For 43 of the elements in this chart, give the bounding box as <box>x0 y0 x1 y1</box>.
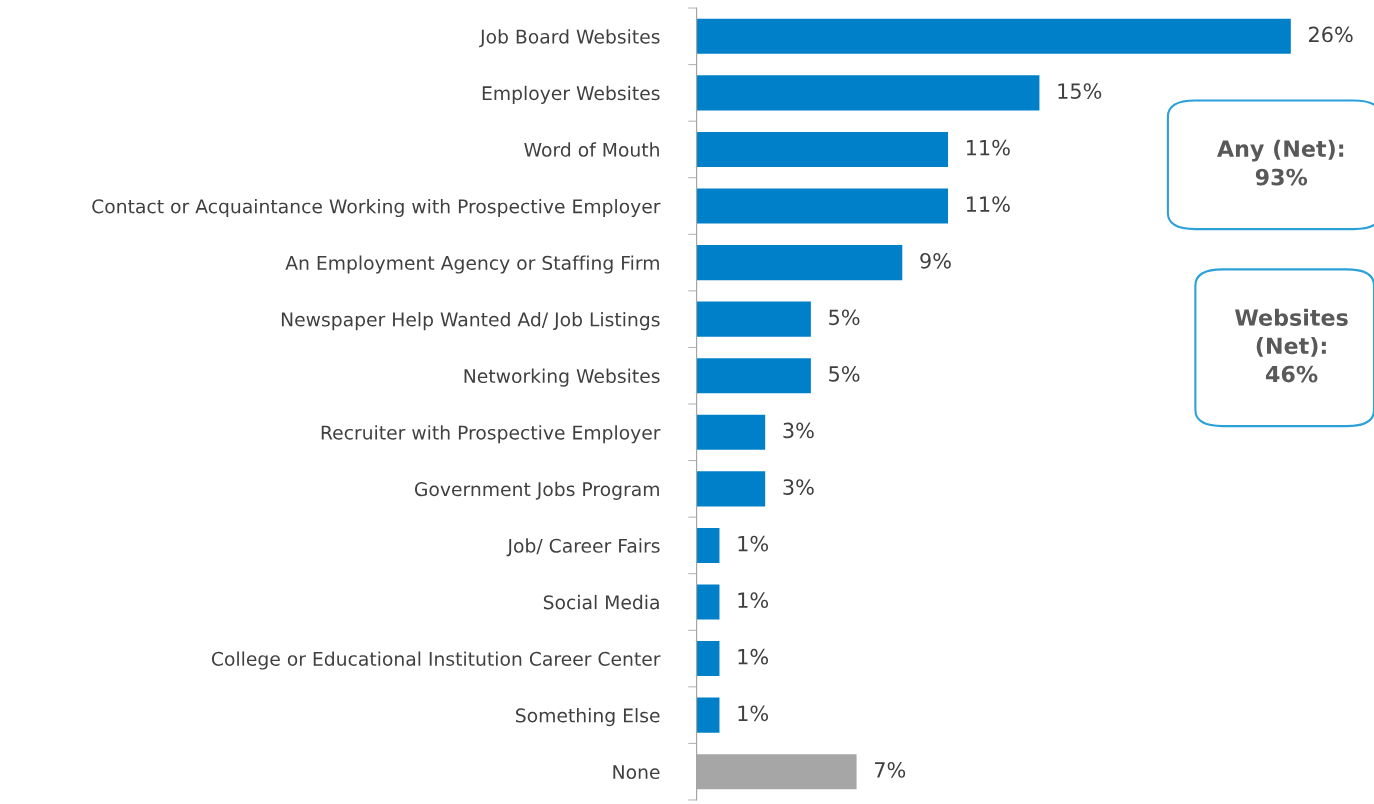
data-label: 3% <box>783 422 814 439</box>
y-tick-label: Contact or Acquaintance Working with Prospective Employer <box>92 198 661 218</box>
annotation: Websites (Net): 46% <box>1235 308 1348 383</box>
bar <box>696 301 811 337</box>
data-label: 15% <box>1058 83 1102 99</box>
data-label: 1% <box>738 705 769 722</box>
y-tick-label: An Employment Agency or Staffing Firm <box>285 255 659 274</box>
bar <box>696 414 766 450</box>
data-label: 1% <box>738 535 769 552</box>
bar <box>696 527 720 563</box>
data-label: 11% <box>966 196 1010 213</box>
bar <box>696 697 720 733</box>
data-label: 3% <box>783 479 814 495</box>
bar <box>696 641 720 677</box>
annotation: Any (Net): 93% <box>1217 139 1344 186</box>
bar <box>696 131 949 167</box>
y-tick-label: None <box>613 765 660 780</box>
y-tick-label: Government Jobs Program <box>414 481 659 500</box>
bar <box>696 584 720 620</box>
y-tick-label: Employer Websites <box>482 85 660 104</box>
y-tick-label: Networking Websites <box>464 368 660 387</box>
data-label: 9% <box>920 252 951 269</box>
data-label: 11% <box>966 139 1010 156</box>
data-label: 5% <box>829 309 860 326</box>
bar <box>696 471 766 507</box>
data-label: 1% <box>738 648 769 665</box>
bar <box>696 358 811 394</box>
y-tick-label: Newspaper Help Wanted Ad/ Job Listings <box>281 312 660 331</box>
y-tick-label: Recruiter with Prospective Employer <box>321 425 661 444</box>
y-tick-label: Word of Mouth <box>524 142 659 157</box>
bar <box>696 188 949 224</box>
data-label: 7% <box>874 761 906 778</box>
y-tick-label: College or Educational Institution Career Center <box>211 651 661 670</box>
y-tick-label: Job Board Websites <box>479 29 660 48</box>
data-label: 26% <box>1309 26 1353 43</box>
y-tick-label: Social Media <box>543 594 659 610</box>
data-label: 5% <box>829 366 860 382</box>
bar <box>696 245 903 281</box>
bar <box>696 75 1040 111</box>
y-tick-label: Job/ Career Fairs <box>506 538 660 557</box>
bar <box>696 18 1291 54</box>
data-label: 1% <box>738 592 769 609</box>
y-tick-label: Something Else <box>516 708 660 727</box>
